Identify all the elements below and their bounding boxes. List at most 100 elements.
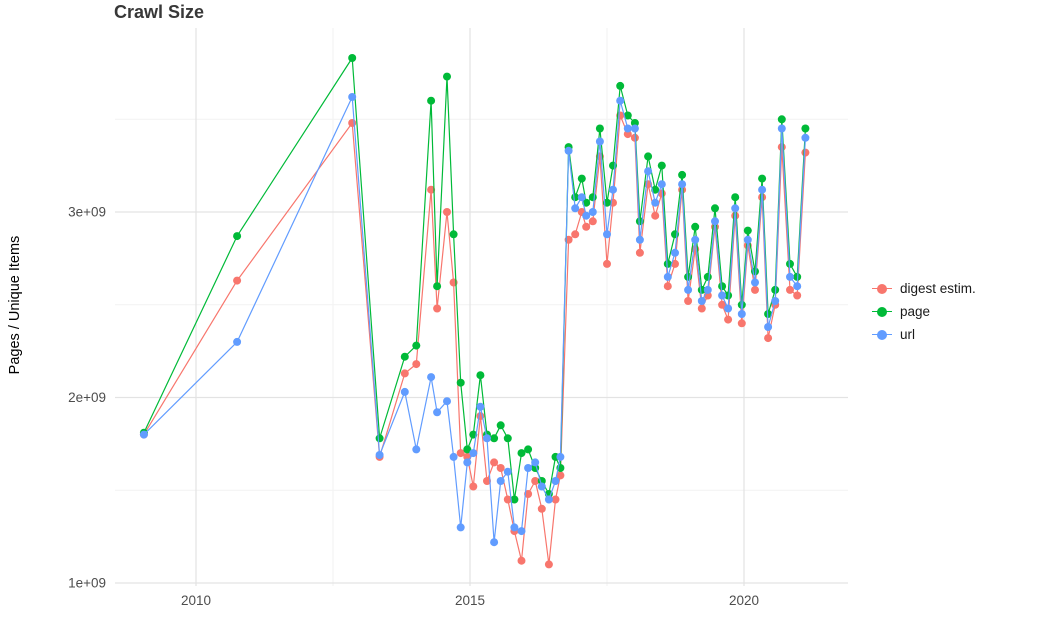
data-point-page xyxy=(433,282,442,291)
data-point-url xyxy=(463,458,472,467)
data-point-page xyxy=(678,170,687,179)
data-point-page xyxy=(644,152,653,161)
data-point-digest-estim xyxy=(503,495,512,504)
data-point-url xyxy=(737,310,746,318)
data-point-url xyxy=(743,235,752,244)
data-point-page xyxy=(510,495,519,504)
data-point-url xyxy=(496,477,505,485)
data-point-url xyxy=(503,467,512,476)
data-point-url xyxy=(412,445,421,454)
legend-dot-icon xyxy=(877,306,887,317)
data-point-url xyxy=(469,449,478,458)
data-point-digest-estim xyxy=(551,495,560,504)
data-point-url xyxy=(571,204,580,213)
data-point-digest-estim xyxy=(496,464,505,472)
data-point-url xyxy=(603,230,611,239)
data-point-url xyxy=(691,235,700,244)
data-point-digest-estim xyxy=(588,217,597,226)
legend-label-digest-estim: digest estim. xyxy=(900,281,976,296)
legend-dot-icon xyxy=(877,283,887,294)
y-tick-label: 1e+09 xyxy=(68,576,106,591)
data-point-url xyxy=(348,93,357,101)
data-point-url xyxy=(657,180,666,189)
data-point-page xyxy=(443,72,451,81)
data-point-page xyxy=(463,445,472,454)
data-point-url xyxy=(443,397,451,406)
data-point-digest-estim xyxy=(663,282,672,291)
data-point-page xyxy=(400,352,409,361)
data-point-page xyxy=(786,259,794,268)
series-line-digest-estim xyxy=(143,114,806,566)
data-point-digest-estim xyxy=(786,285,794,294)
data-point-digest-estim xyxy=(684,297,693,305)
data-point-page xyxy=(718,282,727,291)
data-point-url xyxy=(678,180,687,189)
data-point-page xyxy=(595,124,604,133)
data-point-url xyxy=(630,124,639,133)
data-point-url xyxy=(616,96,625,105)
data-point-url xyxy=(510,523,519,532)
data-point-url xyxy=(433,408,442,417)
data-point-url xyxy=(635,235,644,244)
data-point-url xyxy=(793,282,802,291)
data-point-url xyxy=(483,434,491,443)
data-point-page xyxy=(456,378,465,387)
data-point-url xyxy=(139,430,148,439)
y-tick-label: 2e+09 xyxy=(68,390,106,405)
data-point-url xyxy=(651,198,660,207)
data-point-page xyxy=(412,341,421,350)
data-point-page xyxy=(233,232,242,241)
legend-key-digest-estim-marker xyxy=(872,282,892,296)
data-point-digest-estim xyxy=(777,143,786,152)
data-point-page xyxy=(630,119,639,127)
series-line-url xyxy=(143,96,806,543)
data-point-digest-estim xyxy=(433,304,442,313)
data-point-page xyxy=(609,161,617,170)
legend-key-page-marker xyxy=(872,305,892,319)
series-line-page xyxy=(143,57,806,501)
data-point-page xyxy=(731,193,740,202)
data-point-url xyxy=(751,278,759,287)
x-tick-label: 2010 xyxy=(181,593,211,608)
data-point-page xyxy=(348,54,357,62)
legend: digest estim. page url xyxy=(872,281,976,342)
data-point-digest-estim xyxy=(490,458,499,467)
data-point-digest-estim xyxy=(469,482,478,491)
data-point-digest-estim xyxy=(651,211,660,220)
data-point-url xyxy=(531,458,540,467)
data-point-url xyxy=(718,291,727,300)
legend-item-digest-estim: digest estim. xyxy=(872,281,976,296)
data-point-url xyxy=(564,146,573,155)
data-point-digest-estim xyxy=(556,471,565,480)
data-point-page xyxy=(616,81,625,90)
data-point-page xyxy=(490,434,499,443)
data-point-url xyxy=(582,211,591,220)
data-point-page xyxy=(711,204,719,213)
data-point-digest-estim xyxy=(751,285,759,294)
data-point-page xyxy=(588,193,597,202)
data-point-url xyxy=(786,272,794,281)
data-point-url xyxy=(609,185,617,194)
data-point-url xyxy=(684,285,693,294)
data-point-url xyxy=(456,523,465,532)
data-point-url xyxy=(524,464,533,472)
data-point-page xyxy=(657,161,666,170)
legend-item-page: page xyxy=(872,304,976,319)
data-point-digest-estim xyxy=(544,560,553,569)
data-point-digest-estim xyxy=(233,276,242,285)
data-point-url xyxy=(449,452,458,461)
data-point-digest-estim xyxy=(443,208,451,216)
data-point-url xyxy=(771,297,780,305)
legend-dot-icon xyxy=(877,329,887,340)
data-point-page xyxy=(777,115,786,124)
data-point-digest-estim xyxy=(571,230,580,239)
data-point-page xyxy=(375,434,384,443)
data-point-url xyxy=(731,204,740,213)
data-point-digest-estim xyxy=(793,291,802,300)
data-point-url xyxy=(537,482,546,491)
data-point-page xyxy=(801,124,810,133)
data-point-digest-estim xyxy=(603,259,611,268)
data-point-url xyxy=(777,124,786,133)
data-point-url xyxy=(544,495,553,504)
y-tick-label: 3e+09 xyxy=(68,205,106,220)
